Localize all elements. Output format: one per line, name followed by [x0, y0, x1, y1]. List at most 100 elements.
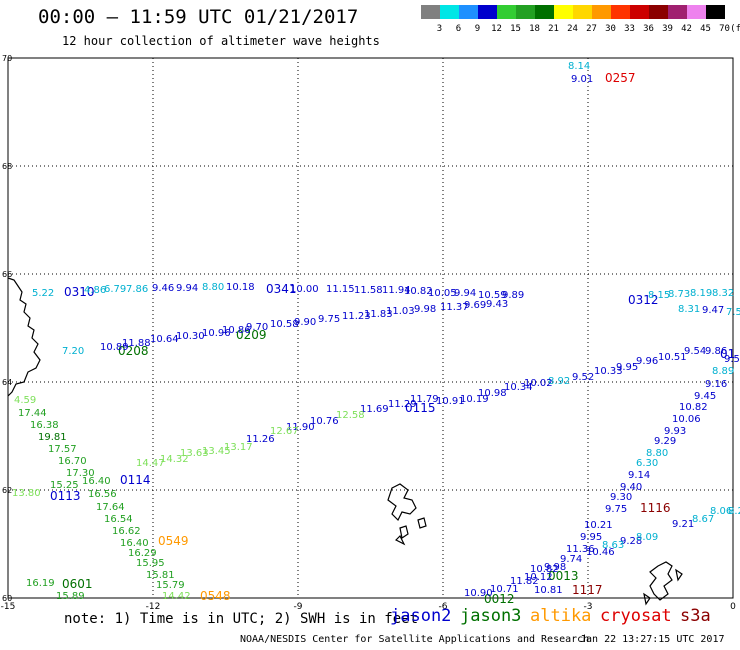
wave-value: 16.70	[58, 456, 87, 467]
wave-value: 9.5	[724, 354, 740, 365]
map-subtitle: 12 hour collection of altimeter wave hei…	[62, 34, 380, 48]
legend-label-18: 18	[529, 24, 540, 34]
wave-value: 13.63	[180, 448, 209, 459]
wave-value: 17.57	[48, 444, 77, 455]
footer-note: note: 1) Time is in UTC; 2) SWH is in fe…	[64, 611, 419, 627]
wave-value: 10.21	[584, 520, 613, 531]
legend-label-24: 24	[567, 24, 578, 34]
wave-value: 15.81	[146, 570, 175, 581]
wave-value: 4.86	[84, 285, 106, 296]
wave-value: 9.47	[702, 305, 724, 316]
legend-swatch-3	[421, 5, 440, 19]
wave-value: 10.51	[658, 352, 687, 363]
wave-value: 9.30	[610, 492, 632, 503]
legend-swatch-70	[706, 5, 725, 19]
wave-value: 15.89	[56, 591, 85, 602]
wave-value: 9.54	[684, 346, 706, 357]
wave-value: 11.15	[326, 284, 355, 295]
wave-value: 11.23	[342, 311, 371, 322]
legend-swatch-42	[668, 5, 687, 19]
track-label-0113: 0113	[50, 489, 81, 503]
lon-tick-label: -9	[294, 602, 303, 612]
wave-value: 13.17	[224, 442, 253, 453]
legend-label-70: 70	[719, 24, 730, 34]
lon-tick-label: -15	[1, 602, 16, 612]
wave-value: 9.93	[664, 426, 686, 437]
lat-tick-label: 60	[2, 594, 12, 603]
wave-value: 11.90	[286, 422, 315, 433]
wave-value: 6.79	[104, 284, 126, 295]
wave-value: 9.45	[694, 391, 716, 402]
wave-value: 8.06	[710, 506, 732, 517]
wave-value: 10.59	[478, 290, 507, 301]
map-title: 00:00 – 11:59 UTC 01/21/2017	[38, 6, 359, 28]
track-label-0114: 0114	[120, 473, 151, 487]
wave-value: 4.59	[14, 395, 36, 406]
legend-label-27: 27	[586, 24, 597, 34]
lon-tick-label: -3	[584, 602, 593, 612]
wave-value: 9.94	[454, 288, 476, 299]
legend-label-30: 30	[605, 24, 616, 34]
wave-value: 12.67	[270, 426, 299, 437]
wave-value: 9.28	[620, 536, 642, 547]
lat-tick-label: 66	[2, 270, 12, 279]
wave-value: 7.5	[726, 307, 740, 318]
wave-value: 9.40	[620, 482, 642, 493]
legend-swatch-30	[592, 5, 611, 19]
wave-value: 11.29	[388, 399, 417, 410]
wave-value: 9.75	[605, 504, 627, 515]
legend-cryosat: cryosat	[600, 606, 672, 626]
wave-value: 19.81	[38, 432, 67, 443]
lat-tick-label: 64	[2, 378, 12, 387]
wave-value: 10.58	[270, 319, 299, 330]
wave-value: 15.95	[136, 558, 165, 569]
wave-value: 15.79	[156, 580, 185, 591]
wave-value: 10.82	[679, 402, 708, 413]
wave-value: 9.29	[654, 436, 676, 447]
lon-tick-label: -12	[146, 602, 161, 612]
track-label-0549: 0549	[158, 534, 189, 548]
wave-value: 11.79	[410, 394, 439, 405]
faroe-islands	[387, 483, 427, 546]
wave-value: 9.96	[636, 356, 658, 367]
wave-value: 8.15	[648, 290, 670, 301]
wave-value: 10.19	[460, 394, 489, 405]
wave-value: 10.98	[478, 388, 507, 399]
track-label-01: 01	[720, 347, 735, 361]
wave-value: 16.38	[30, 420, 59, 431]
wave-value: 16.56	[88, 489, 117, 500]
wave-value: 10.18	[226, 282, 255, 293]
wave-value: 11.69	[360, 404, 389, 415]
wave-value: 11.03	[386, 306, 415, 317]
wave-value: 13.80	[12, 488, 41, 499]
wave-value: 10.81	[534, 585, 563, 596]
legend-label-12: 12	[491, 24, 502, 34]
wave-value: 9.52	[572, 372, 594, 383]
wave-value: 16.19	[26, 578, 55, 589]
track-label-1117: 1117	[572, 583, 603, 597]
legend-swatch-18	[516, 5, 535, 19]
wave-value: 10.90	[464, 588, 493, 599]
wave-value: 10.86	[222, 325, 251, 336]
wave-value: 8.80	[646, 448, 668, 459]
wave-value: 8.19	[690, 288, 712, 299]
wave-value: 8.63	[602, 540, 624, 551]
wave-value: 15.25	[50, 480, 79, 491]
wave-value: 16.40	[120, 538, 149, 549]
wave-value: 10.33	[594, 366, 623, 377]
legend-label-3: 3	[436, 24, 443, 34]
legend-label-15: 15	[510, 24, 521, 34]
track-label-1116: 1116	[640, 501, 671, 515]
track-label-0013: 0013	[548, 569, 579, 583]
track-label-0209: 0209	[236, 328, 267, 342]
lat-tick-label: 68	[2, 162, 12, 171]
iceland-coast	[7, 277, 41, 397]
wave-value: 8.31	[678, 304, 700, 315]
wave-value: 9.16	[705, 379, 727, 390]
track-label-0341: 0341	[266, 282, 297, 296]
wave-value: 5.22	[32, 288, 54, 299]
legend-label-45: 45	[700, 24, 711, 34]
map-frame	[7, 57, 734, 599]
track-label-0208: 0208	[118, 344, 149, 358]
wave-value: 9.69	[464, 300, 486, 311]
